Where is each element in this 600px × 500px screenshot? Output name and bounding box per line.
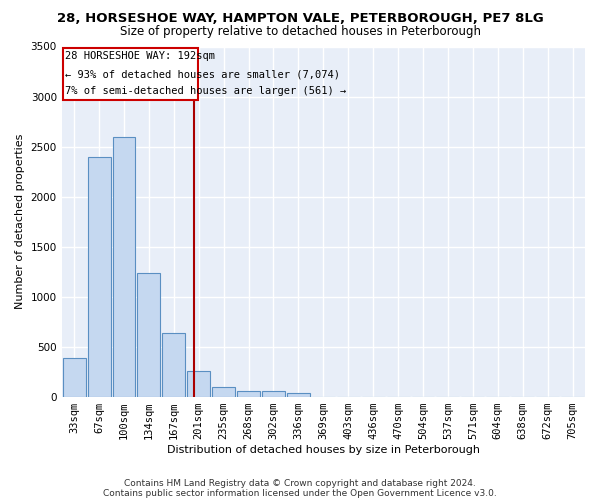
Bar [137,273,160,397]
Bar [262,391,285,397]
Bar [212,387,235,397]
Text: Contains HM Land Registry data © Crown copyright and database right 2024.: Contains HM Land Registry data © Crown c… [124,478,476,488]
Bar [113,136,136,397]
Bar [187,371,210,397]
Bar [62,358,86,397]
Bar [287,393,310,397]
Text: 28, HORSESHOE WAY, HAMPTON VALE, PETERBOROUGH, PE7 8LG: 28, HORSESHOE WAY, HAMPTON VALE, PETERBO… [56,12,544,26]
Text: Size of property relative to detached houses in Peterborough: Size of property relative to detached ho… [119,25,481,38]
Bar [237,390,260,397]
Text: 7% of semi-detached houses are larger (561) →: 7% of semi-detached houses are larger (5… [65,86,347,96]
Bar [88,156,110,397]
Text: Contains public sector information licensed under the Open Government Licence v3: Contains public sector information licen… [103,488,497,498]
X-axis label: Distribution of detached houses by size in Peterborough: Distribution of detached houses by size … [167,445,480,455]
Bar [163,333,185,397]
Text: 28 HORSESHOE WAY: 192sqm: 28 HORSESHOE WAY: 192sqm [65,52,215,62]
Y-axis label: Number of detached properties: Number of detached properties [15,134,25,310]
Bar [63,48,198,100]
Text: ← 93% of detached houses are smaller (7,074): ← 93% of detached houses are smaller (7,… [65,70,340,80]
